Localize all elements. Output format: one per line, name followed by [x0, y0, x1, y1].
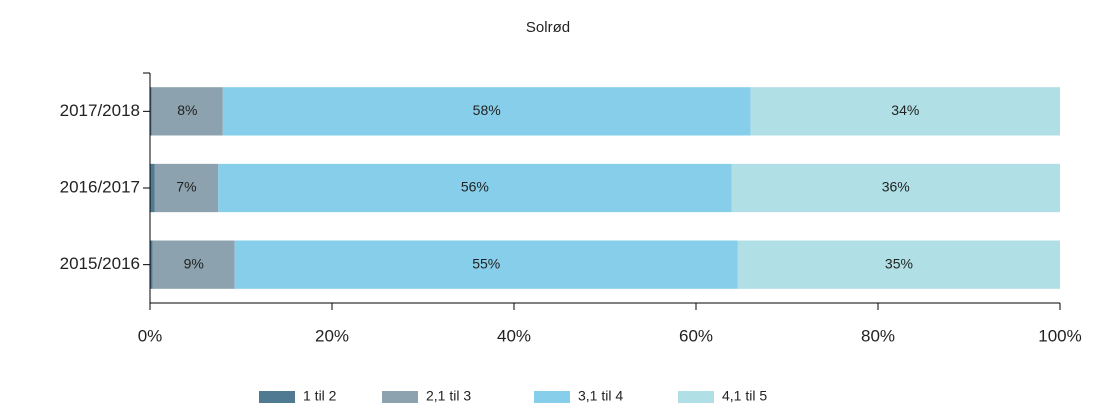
bar-segment [737, 240, 1060, 289]
bar-segment [154, 163, 219, 213]
value-label: 9% [184, 255, 204, 271]
legend-swatch [382, 391, 418, 403]
y-tick-label: 2016/2017 [60, 177, 140, 196]
bar-segment [731, 163, 1060, 213]
x-tick-label: 60% [679, 326, 713, 345]
bar-segment [150, 87, 152, 136]
bar-segment [218, 163, 732, 213]
y-tick-label: 2015/2016 [60, 254, 140, 273]
x-tick-label: 80% [861, 326, 895, 345]
legend-label: 2,1 til 3 [426, 388, 471, 404]
value-label: 58% [473, 102, 501, 118]
bar-segment [150, 163, 155, 213]
bar-segment [750, 87, 1060, 136]
value-label: 35% [885, 255, 913, 271]
legend-label: 4,1 til 5 [722, 388, 767, 404]
x-tick-label: 20% [315, 326, 349, 345]
legend-swatch [259, 391, 295, 403]
value-label: 7% [176, 179, 196, 195]
chart-title: Solrød [526, 19, 570, 36]
bar-segment [151, 87, 223, 136]
bar-segment [222, 87, 751, 136]
value-label: 8% [177, 102, 197, 118]
value-label: 34% [891, 102, 919, 118]
x-tick-label: 0% [138, 326, 163, 345]
value-label: 55% [472, 255, 500, 271]
legend-swatch [678, 391, 714, 403]
legend-label: 3,1 til 4 [578, 388, 623, 404]
bar-segment [150, 240, 153, 289]
x-tick-label: 40% [497, 326, 531, 345]
bar-segment [234, 240, 738, 289]
value-label: 56% [461, 179, 489, 195]
y-tick-label: 2017/2018 [60, 101, 140, 120]
bar-segment [152, 240, 235, 289]
legend-swatch [534, 391, 570, 403]
legend-label: 1 til 2 [303, 388, 337, 404]
x-tick-label: 100% [1038, 326, 1081, 345]
value-label: 36% [882, 179, 910, 195]
